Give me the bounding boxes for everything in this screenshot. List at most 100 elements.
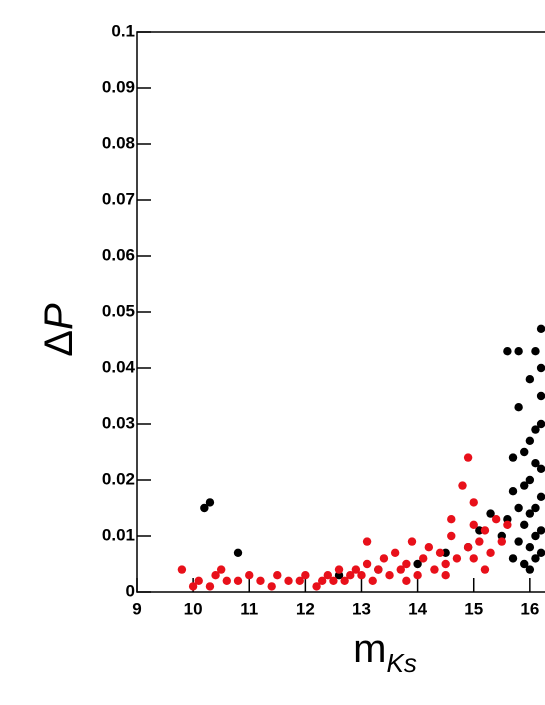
- point: [514, 537, 523, 546]
- point: [200, 503, 209, 513]
- point: [346, 571, 355, 580]
- x-label-sub: Ks: [386, 648, 416, 678]
- point: [340, 576, 349, 585]
- point: [301, 571, 310, 580]
- point: [413, 559, 422, 569]
- point: [520, 447, 529, 457]
- y-tick-label: 0.04: [102, 357, 136, 376]
- point: [508, 554, 518, 563]
- point: [525, 565, 535, 574]
- y-label-italic: P: [37, 303, 81, 330]
- point: [447, 531, 456, 541]
- point: [402, 559, 411, 569]
- point: [491, 515, 501, 524]
- point: [273, 571, 282, 580]
- point: [525, 375, 535, 384]
- point: [525, 509, 535, 518]
- x-label-main: m: [353, 627, 386, 671]
- point: [469, 520, 478, 529]
- point: [222, 576, 231, 585]
- point: [480, 526, 490, 535]
- point: [497, 537, 506, 546]
- point: [508, 487, 518, 496]
- x-tick-label: 10: [184, 599, 203, 618]
- point: [536, 324, 545, 333]
- point: [379, 554, 389, 563]
- point: [441, 559, 450, 569]
- point: [441, 571, 450, 580]
- y-tick-label: 0.03: [102, 413, 135, 432]
- point: [357, 571, 366, 580]
- point: [458, 481, 467, 490]
- point: [329, 576, 338, 585]
- x-tick-label: 13: [352, 599, 371, 618]
- point: [413, 571, 422, 580]
- point: [536, 526, 545, 535]
- y-tick-label: 0.02: [102, 469, 135, 488]
- point: [256, 576, 265, 585]
- point: [514, 503, 523, 513]
- x-tick-label: 14: [408, 599, 427, 618]
- point: [317, 576, 327, 585]
- point: [402, 576, 411, 585]
- point: [480, 565, 490, 574]
- point: [469, 498, 478, 507]
- point: [514, 347, 523, 356]
- y-tick-label: 0: [126, 581, 135, 600]
- point: [368, 576, 377, 585]
- point: [531, 531, 540, 541]
- point: [503, 520, 512, 529]
- point: [520, 559, 529, 569]
- point: [503, 347, 512, 356]
- y-tick-label: 0.1: [111, 21, 135, 40]
- point: [435, 548, 445, 557]
- point: [525, 475, 535, 485]
- point: [419, 554, 428, 563]
- y-tick-label: 0.05: [102, 301, 135, 320]
- x-tick-label: 9: [132, 599, 141, 618]
- point: [233, 548, 243, 557]
- point: [536, 419, 545, 429]
- point: [396, 565, 405, 574]
- point: [390, 548, 400, 557]
- point: [520, 520, 529, 529]
- point: [525, 436, 535, 445]
- point: [531, 503, 540, 513]
- point: [374, 565, 383, 574]
- y-tick-label: 0.07: [102, 189, 135, 208]
- plot-frame: [136, 31, 545, 593]
- point: [525, 543, 535, 552]
- x-tick-label: 16: [520, 599, 539, 618]
- point: [284, 576, 293, 585]
- point: [531, 347, 540, 356]
- y-axis-label: ΔP: [37, 303, 81, 357]
- point: [334, 565, 344, 574]
- x-axis-label: mKs: [353, 627, 417, 678]
- point: [385, 571, 394, 580]
- point: [508, 453, 518, 462]
- point: [188, 582, 198, 591]
- y-tick-label: 0.01: [102, 525, 135, 544]
- point: [531, 459, 540, 468]
- point: [520, 481, 529, 490]
- y-label-main: Δ: [37, 330, 81, 357]
- point: [407, 537, 417, 546]
- x-tick-label: 11: [240, 599, 258, 618]
- point: [194, 576, 203, 585]
- point: [323, 571, 333, 580]
- point: [536, 363, 545, 373]
- point: [351, 565, 361, 574]
- point: [536, 492, 545, 501]
- point: [177, 565, 187, 574]
- point: [536, 548, 545, 557]
- point: [430, 565, 439, 574]
- point: [424, 543, 434, 552]
- point: [486, 509, 495, 518]
- point: [312, 582, 321, 591]
- point: [362, 537, 372, 546]
- x-tick-label: 12: [296, 599, 315, 618]
- point: [295, 576, 304, 585]
- point: [447, 515, 456, 524]
- y-tick-label: 0.09: [102, 77, 135, 96]
